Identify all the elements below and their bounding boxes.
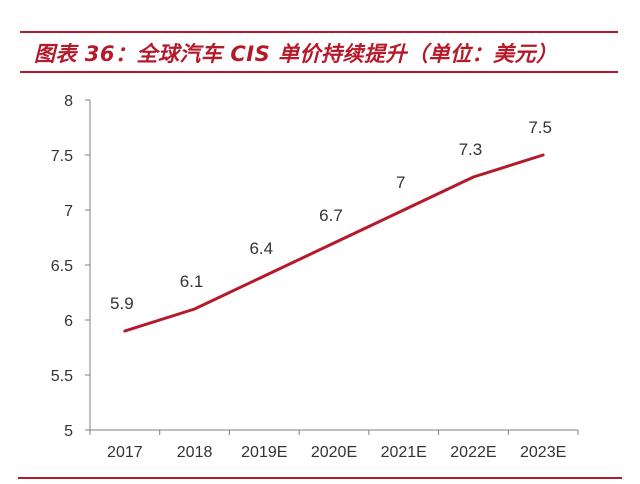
data-label: 6.7 (319, 206, 343, 225)
data-label: 5.9 (110, 294, 134, 313)
data-label: 7.3 (459, 140, 483, 159)
x-tick-label: 2017 (107, 444, 143, 461)
y-tick-label: 6 (64, 313, 73, 330)
title-bar: 图表 36：全球汽车 CIS 单价持续提升（单位：美元） (20, 31, 618, 73)
y-tick-label: 5.5 (51, 368, 73, 385)
y-tick-label: 7 (64, 203, 73, 220)
data-label: 7.5 (528, 118, 552, 137)
data-label: 7 (396, 173, 405, 192)
y-tick-label: 6.5 (51, 258, 73, 275)
x-tick-label: 2022E (450, 444, 496, 461)
chart-title: 图表 36：全球汽车 CIS 单价持续提升（单位：美元） (34, 42, 558, 66)
y-tick-label: 8 (64, 93, 73, 110)
series-line (123, 153, 545, 333)
bottom-rule (18, 477, 622, 479)
x-tick-label: 2023E (520, 444, 566, 461)
x-tick-label: 2019E (241, 444, 287, 461)
x-tick-label: 2020E (311, 444, 357, 461)
x-tick-label: 2021E (381, 444, 427, 461)
y-tick-label: 7.5 (51, 148, 73, 165)
x-tick-label: 2018 (177, 444, 213, 461)
y-tick-label: 5 (64, 423, 73, 440)
data-label: 6.1 (180, 272, 204, 291)
data-label: 6.4 (249, 239, 273, 258)
